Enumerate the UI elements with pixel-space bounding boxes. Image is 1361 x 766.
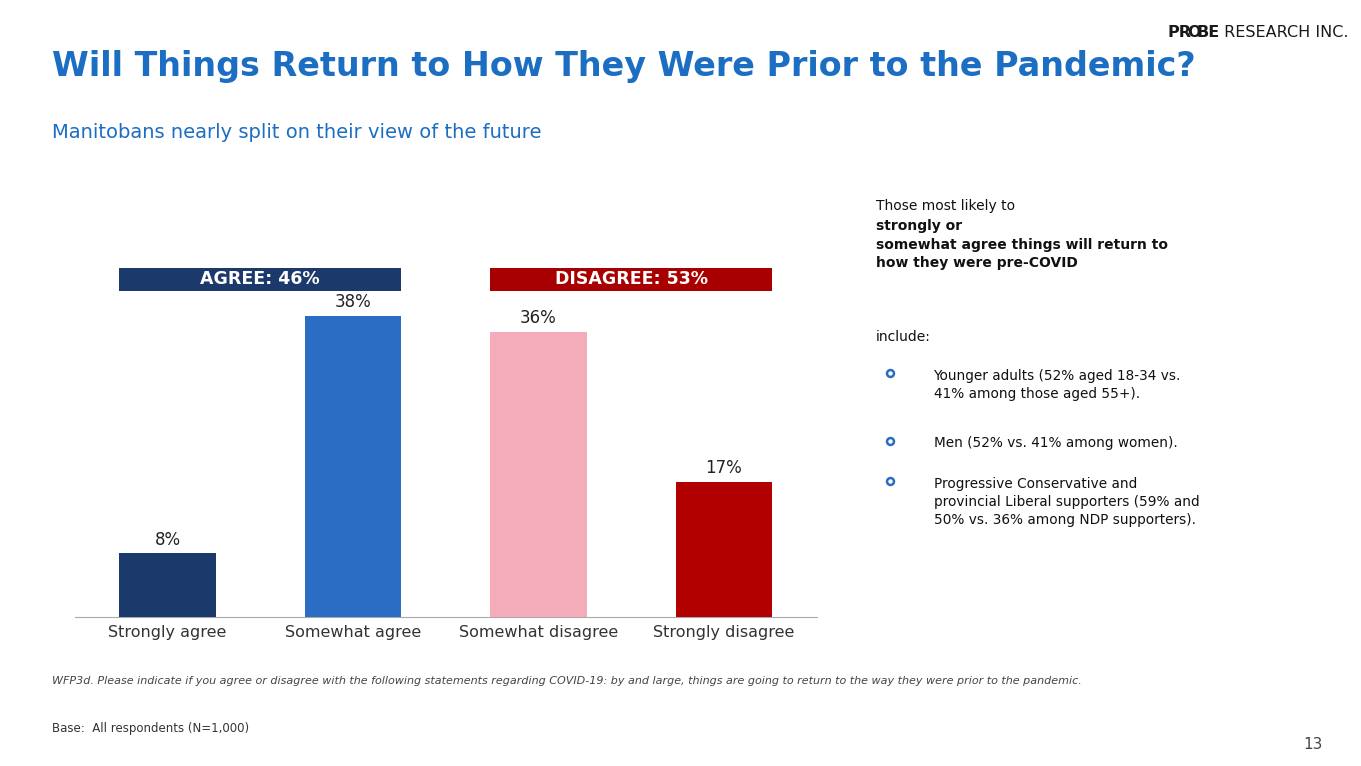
Text: BE: BE	[1196, 25, 1219, 40]
Text: Those most likely to: Those most likely to	[875, 198, 1019, 213]
Text: Manitobans nearly split on their view of the future: Manitobans nearly split on their view of…	[52, 123, 542, 142]
Text: strongly or
somewhat agree things will return to
how they were pre-COVID: strongly or somewhat agree things will r…	[875, 219, 1168, 270]
Text: 38%: 38%	[335, 293, 372, 311]
Text: 13: 13	[1304, 737, 1323, 752]
Text: WFP3d. Please indicate if you agree or disagree with the following statements re: WFP3d. Please indicate if you agree or d…	[52, 676, 1082, 686]
Text: Progressive Conservative and
provincial Liberal supporters (59% and
50% vs. 36% : Progressive Conservative and provincial …	[934, 477, 1199, 527]
Bar	[490, 332, 587, 617]
Text: 17%: 17%	[705, 460, 742, 477]
Text: 8%: 8%	[155, 531, 181, 548]
Bar	[675, 482, 772, 617]
Text: Base:  All respondents (N=1,000): Base: All respondents (N=1,000)	[52, 722, 249, 735]
Text: Younger adults (52% aged 18-34 vs.
41% among those aged 55+).: Younger adults (52% aged 18-34 vs. 41% a…	[934, 368, 1181, 401]
Text: AGREE: 46%: AGREE: 46%	[200, 270, 320, 289]
Text: Men (52% vs. 41% among women).: Men (52% vs. 41% among women).	[934, 437, 1177, 450]
Text: O: O	[1187, 25, 1200, 40]
Bar	[305, 316, 401, 617]
Text: include:: include:	[875, 330, 931, 344]
Bar	[490, 268, 772, 290]
Text: 36%: 36%	[520, 309, 557, 327]
Text: DISAGREE: 53%: DISAGREE: 53%	[555, 270, 708, 289]
Text: PR: PR	[1168, 25, 1192, 40]
Text: RESEARCH INC.: RESEARCH INC.	[1219, 25, 1349, 40]
Bar	[120, 268, 401, 290]
Text: Will Things Return to How They Were Prior to the Pandemic?: Will Things Return to How They Were Prio…	[52, 50, 1195, 83]
Bar	[120, 553, 216, 617]
